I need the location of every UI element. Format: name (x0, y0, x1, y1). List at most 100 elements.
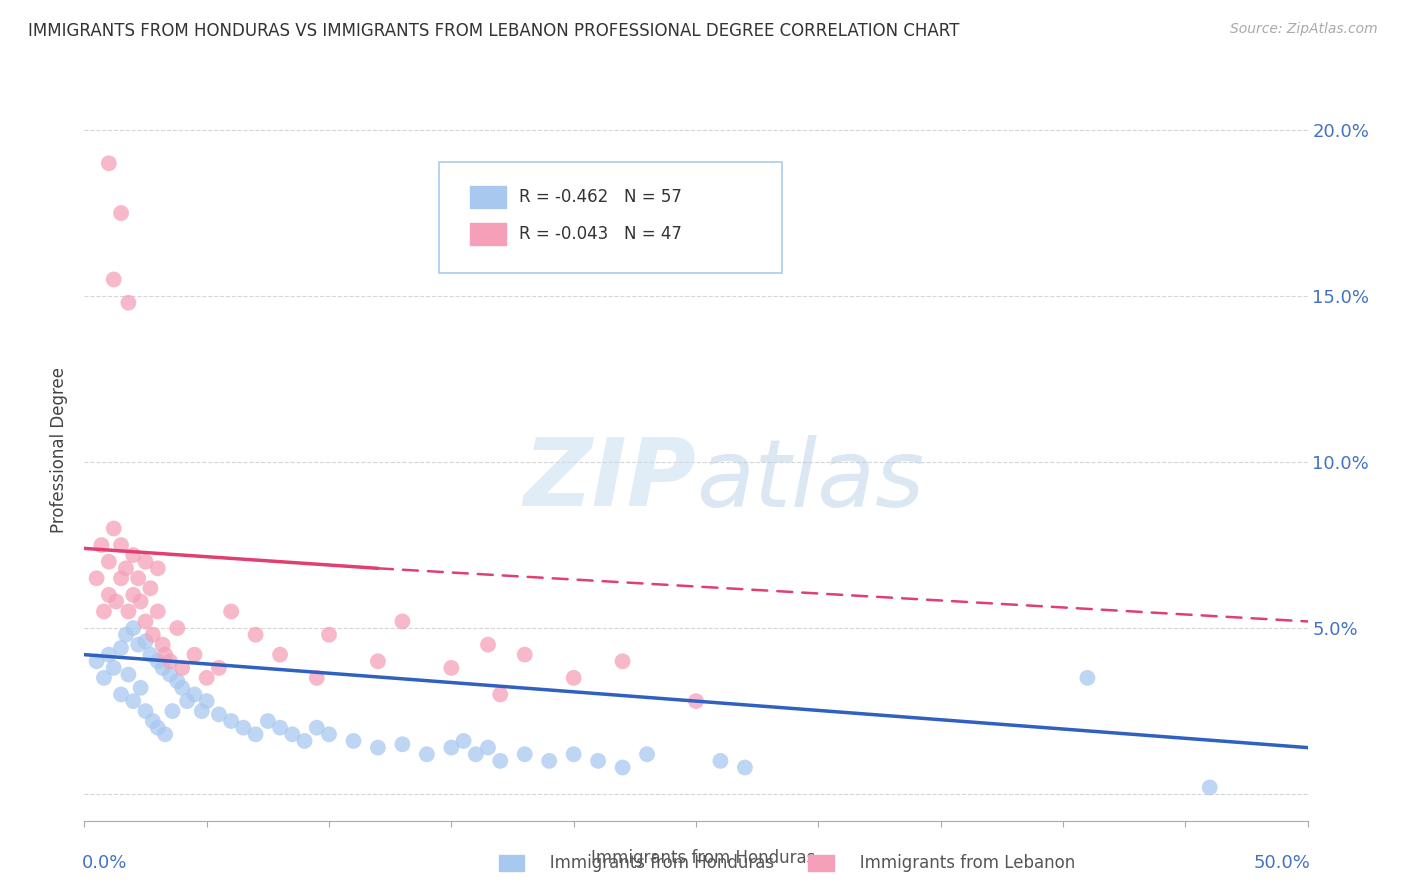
Point (127, 571, 149, 585)
Point (562, 671, 585, 685)
Point (172, 661, 194, 675)
Point (142, 714, 165, 728)
Point (513, 648, 536, 662)
Point (489, 688, 512, 702)
Point (153, 648, 176, 662)
Point (90, 538, 112, 552)
Point (86, 571, 108, 585)
Text: ZIP: ZIP (523, 434, 696, 526)
Point (97, 555, 120, 569)
Point (103, 521, 125, 535)
Point (86, 654, 108, 668)
Point (166, 621, 188, 635)
Point (294, 734, 316, 748)
Point (142, 628, 165, 642)
Point (172, 681, 194, 695)
Point (477, 740, 499, 755)
Point (232, 721, 254, 735)
Point (367, 740, 389, 755)
Point (117, 605, 139, 619)
Point (685, 694, 707, 708)
Point (538, 754, 561, 768)
Y-axis label: Professional Degree: Professional Degree (51, 368, 69, 533)
Point (636, 747, 658, 762)
Point (305, 671, 328, 685)
Point (152, 638, 174, 652)
Point (135, 615, 157, 629)
Point (110, 571, 132, 585)
Point (195, 694, 218, 708)
Point (709, 754, 731, 768)
Point (162, 704, 184, 718)
Point (110, 538, 132, 552)
Point (208, 661, 231, 675)
Point (103, 272, 125, 286)
Point (105, 594, 128, 608)
Point (562, 747, 585, 762)
Text: Source: ZipAtlas.com: Source: ZipAtlas.com (1230, 22, 1378, 37)
Point (245, 727, 267, 741)
Point (146, 561, 169, 575)
Point (440, 740, 463, 755)
Point (257, 714, 280, 728)
Point (734, 760, 756, 774)
Point (139, 581, 162, 595)
Point (152, 661, 174, 675)
Point (191, 704, 214, 718)
Point (281, 727, 304, 741)
Point (586, 754, 609, 768)
Point (115, 561, 138, 575)
Point (129, 681, 152, 695)
Point (97, 156, 120, 170)
Point (342, 734, 364, 748)
Point (110, 640, 132, 655)
Point (135, 555, 157, 569)
Point (159, 654, 181, 668)
Point (122, 621, 145, 635)
Point (477, 638, 499, 652)
Bar (470, 223, 506, 245)
Point (103, 661, 125, 675)
Point (176, 694, 198, 708)
Point (122, 694, 145, 708)
Point (245, 628, 267, 642)
Point (440, 661, 463, 675)
Text: Immigrants from Lebanon: Immigrants from Lebanon (844, 855, 1074, 872)
Point (183, 648, 205, 662)
Point (166, 674, 188, 689)
Point (464, 747, 486, 762)
Point (93, 671, 115, 685)
Point (391, 737, 413, 751)
Point (416, 747, 439, 762)
Point (208, 707, 231, 722)
Point (453, 734, 475, 748)
Text: R = -0.462   N = 57: R = -0.462 N = 57 (519, 188, 682, 206)
Point (219, 605, 242, 619)
Point (146, 721, 169, 735)
Point (318, 628, 340, 642)
Point (146, 605, 169, 619)
Text: IMMIGRANTS FROM HONDURAS VS IMMIGRANTS FROM LEBANON PROFESSIONAL DEGREE CORRELAT: IMMIGRANTS FROM HONDURAS VS IMMIGRANTS F… (28, 22, 959, 40)
Point (110, 688, 132, 702)
Text: Immigrants from Honduras: Immigrants from Honduras (534, 855, 775, 872)
Point (269, 648, 291, 662)
Point (129, 594, 152, 608)
Text: 0.0%: 0.0% (82, 854, 128, 872)
Text: R = -0.043   N = 47: R = -0.043 N = 47 (519, 226, 682, 244)
Point (305, 721, 328, 735)
Point (97, 588, 120, 602)
Point (93, 605, 115, 619)
Point (135, 634, 157, 648)
Point (513, 747, 536, 762)
Point (127, 638, 149, 652)
Point (115, 628, 138, 642)
Point (97, 648, 120, 662)
Point (612, 760, 634, 774)
Point (367, 654, 389, 668)
Point (195, 671, 218, 685)
Point (318, 727, 340, 741)
Text: Immigrants from Honduras: Immigrants from Honduras (591, 849, 815, 867)
Point (135, 704, 157, 718)
Point (122, 548, 145, 562)
FancyBboxPatch shape (439, 161, 782, 273)
